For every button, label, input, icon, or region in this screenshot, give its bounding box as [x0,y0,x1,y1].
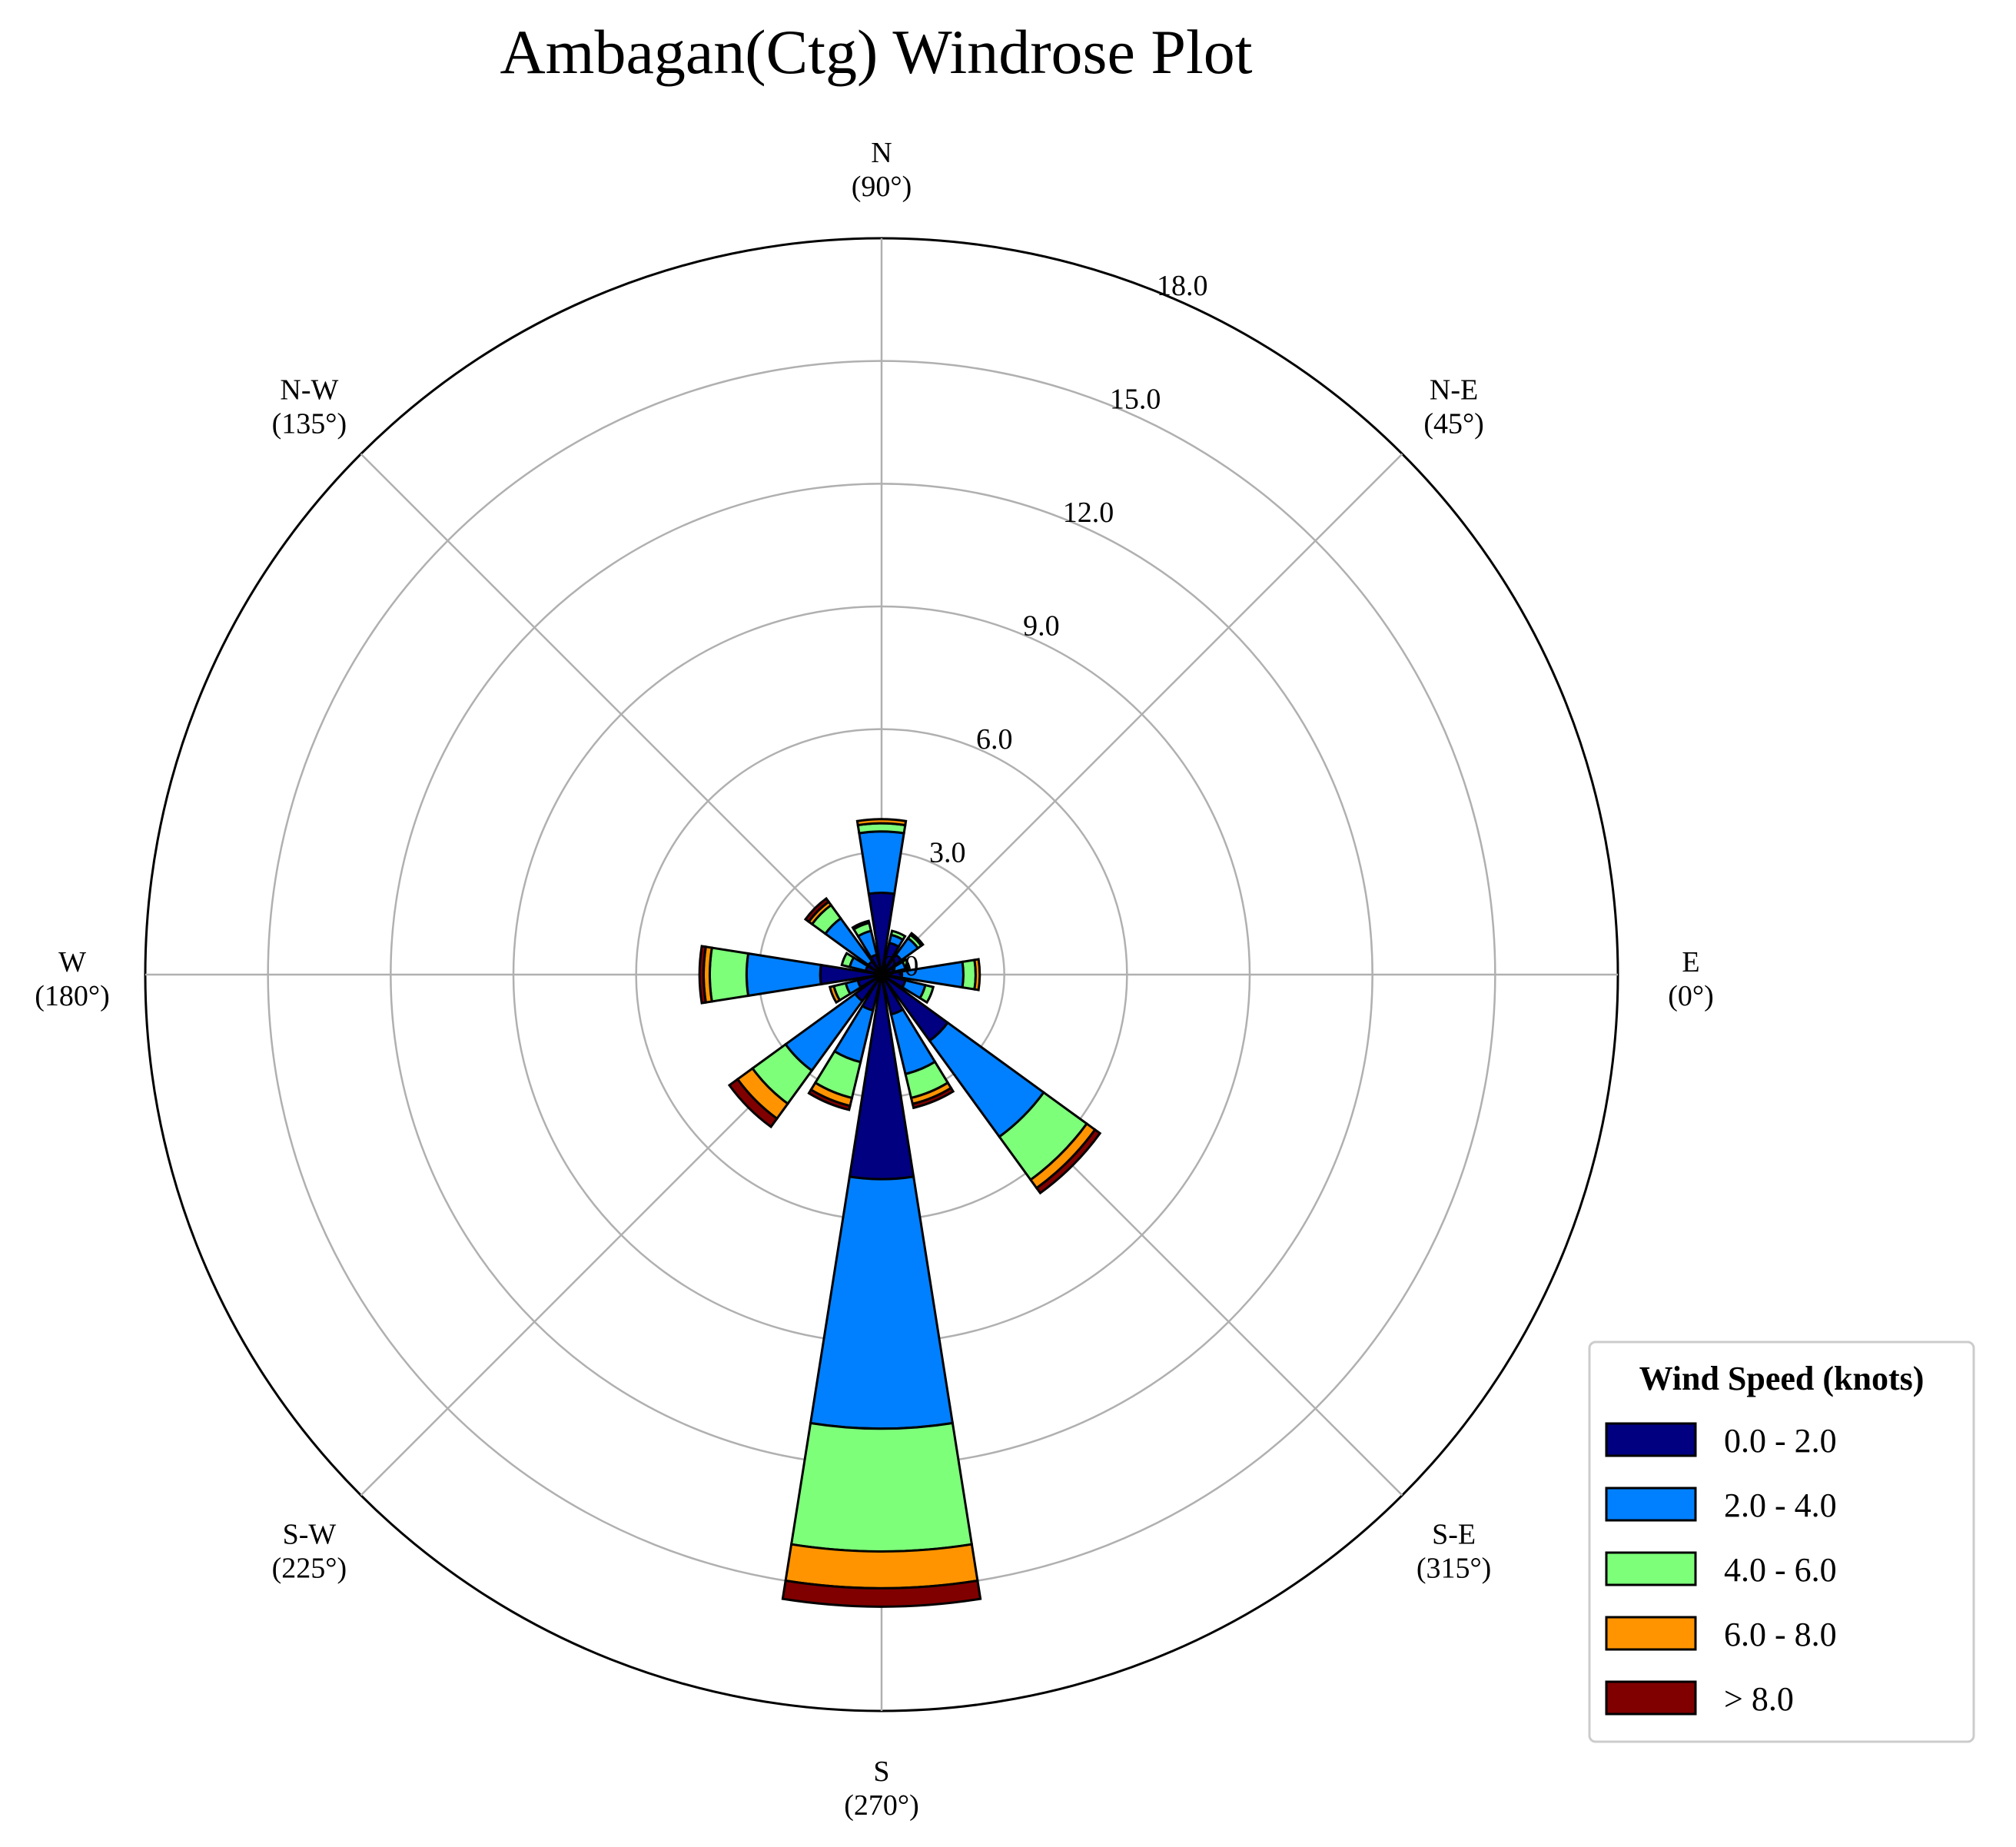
radial-tick-label: 9.0 [1023,610,1060,642]
direction-angle: (135°) [272,407,347,440]
direction-name: E [1682,946,1699,978]
direction-angle: (270°) [844,1789,919,1822]
windrose-bar-segment [851,919,871,932]
direction-angle: (180°) [35,980,110,1012]
windrose-bar-segment [828,985,842,1005]
direction-angle: (90°) [852,171,912,203]
direction-name: W [58,946,86,978]
radial-tick-label: 18.0 [1157,270,1208,302]
legend-label: 6.0 - 8.0 [1724,1616,1837,1653]
windrose-bar-segment [840,952,855,968]
direction-name: S [873,1756,889,1788]
windrose-bar-segment [727,1077,779,1129]
windrose-bar-segment [961,958,977,991]
legend-swatch [1605,1551,1697,1586]
windrose-bar-segment [901,958,912,971]
direction-angle: (225°) [272,1553,347,1585]
radial-tick-label: 15.0 [1110,383,1161,415]
radial-tick-label: 6.0 [976,723,1013,756]
windrose-bar-segment [807,1088,852,1111]
radial-tick-labels: 0.0 3.0 6.0 9.0 12.0 15.0 18.0 [882,270,1208,982]
grid-spoke [881,453,1403,975]
direction-labels: E(0°)N-E(45°)N(90°)N-W(135°)W(180°)S-W(2… [35,137,1714,1822]
radial-tick-label: 3.0 [929,836,966,869]
legend-label: 2.0 - 4.0 [1724,1487,1837,1524]
windrose-bar-segment [789,1421,974,1553]
windrose-bars [698,818,1102,1608]
windrose-bar-segment [858,830,905,895]
direction-angle: (45°) [1423,407,1484,440]
direction-name: N [871,137,892,169]
grid-spoke [360,453,882,975]
windrose-bar-segment [911,1086,955,1110]
windrose-bar-segment [698,945,708,1005]
legend-label: 0.0 - 2.0 [1724,1422,1837,1460]
direction-angle: (0°) [1668,980,1714,1012]
chart-title: Ambagan(Ctg) Windrose Plot [500,17,1252,87]
windrose-bar-segment [784,1543,979,1590]
windrose-bar-segment [889,929,907,942]
legend-swatch [1605,1680,1697,1716]
legend-swatch [1605,1616,1697,1651]
direction-angle: (315°) [1417,1553,1492,1585]
windrose-bar-segment [708,946,750,1003]
direction-name: N-E [1430,374,1478,406]
windrose-bar-segment [918,983,935,1005]
direction-name: S-W [283,1519,337,1551]
windrose-bar-segment [855,818,908,827]
windrose-bar-segment [908,932,925,948]
legend-swatch [1605,1487,1697,1522]
radial-tick-label: 0.0 [882,950,919,982]
legend-label: > 8.0 [1724,1680,1794,1718]
windrose-bar-segment [745,952,822,998]
radial-tick-label: 12.0 [1063,497,1114,529]
legend: Wind Speed (knots) 0.0 - 2.0 2.0 - 4.0 4.0 … [1588,1340,1975,1743]
direction-name: N-W [280,374,338,406]
legend-swatch [1605,1422,1697,1457]
windrose-bar-segment [1035,1128,1102,1195]
windrose-bar-segment [973,958,981,992]
direction-name: S-E [1432,1519,1476,1551]
legend-title: Wind Speed (knots) [1639,1360,1925,1397]
legend-label: 4.0 - 6.0 [1724,1551,1837,1589]
windrose-bar-segment [803,896,831,924]
windrose-bar-segment [781,1579,982,1608]
